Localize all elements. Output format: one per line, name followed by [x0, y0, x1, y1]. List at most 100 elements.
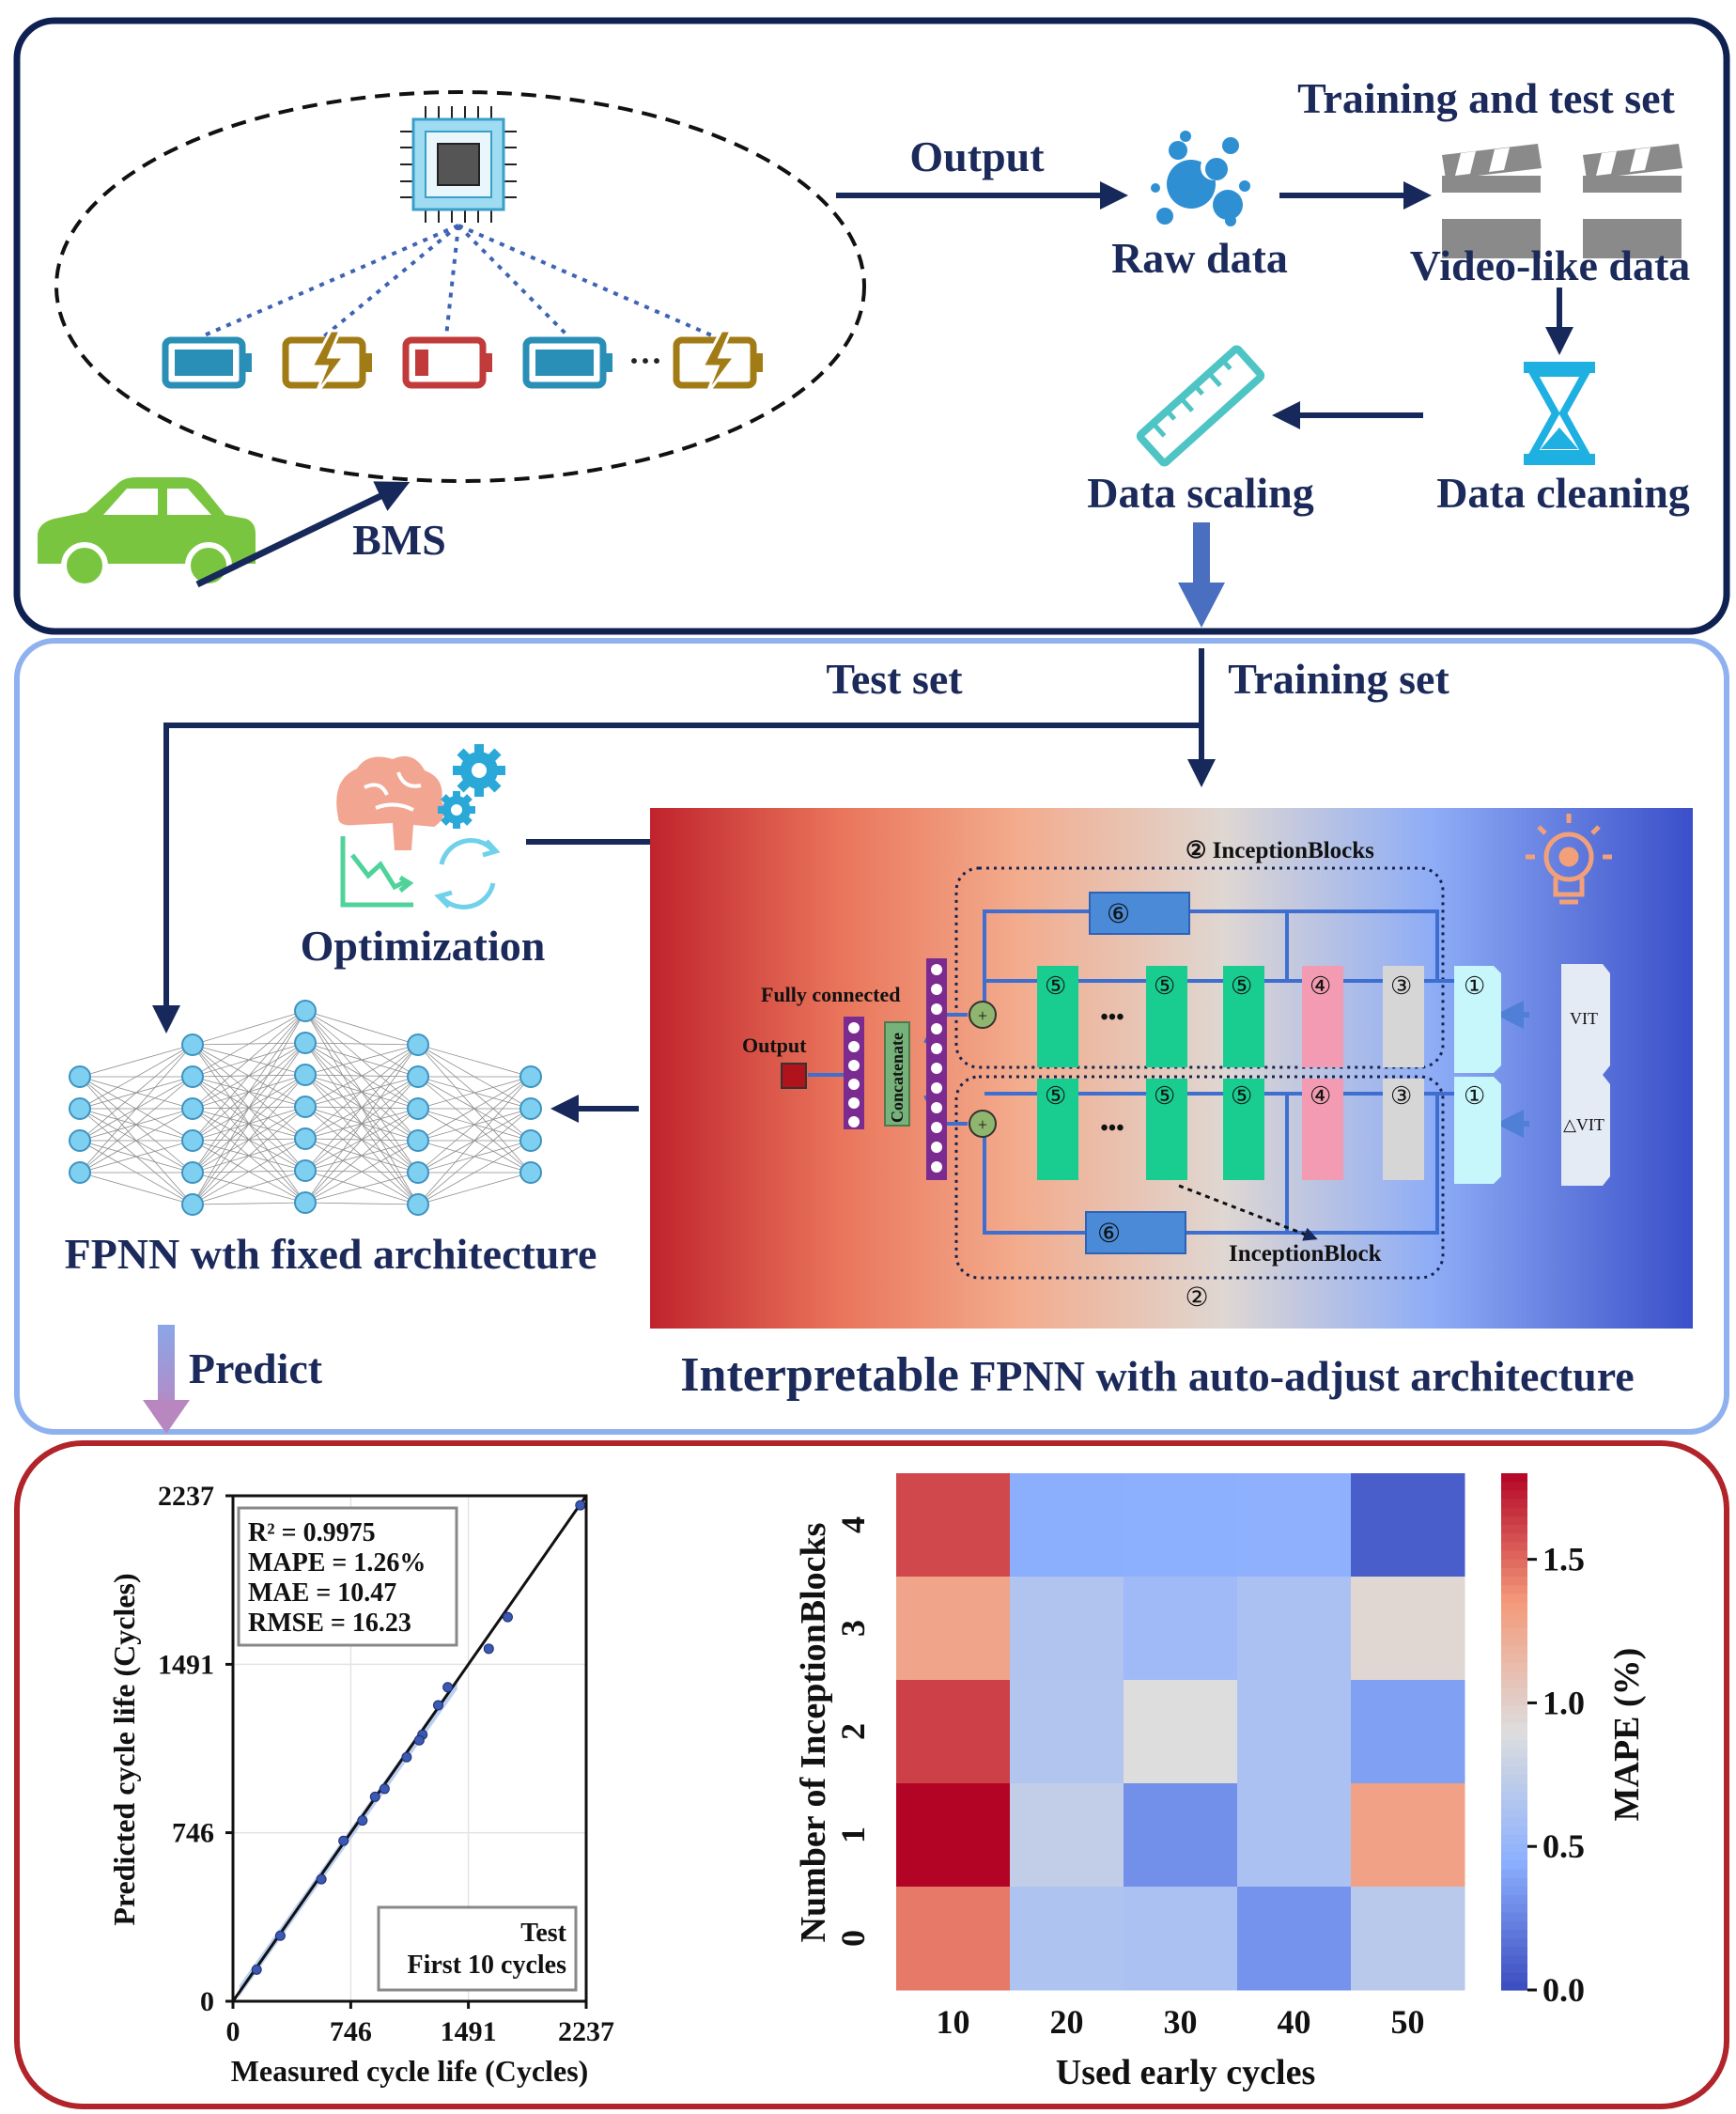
data-pipeline-panel: ··· BMS Output [13, 17, 1730, 635]
stat-mae: MAE = 10.47 [248, 1578, 396, 1608]
colorbar-segment [1501, 1525, 1527, 1534]
ruler-icon [1136, 345, 1265, 467]
inception-block-bottom-label: InceptionBlock [1229, 1241, 1382, 1267]
fpnn-node [519, 1161, 542, 1184]
colorbar-segment [1501, 1869, 1527, 1879]
add-node-label: + [978, 1115, 987, 1134]
fixed-fpnn-network [69, 1000, 542, 1216]
heatmap-cell [1124, 1783, 1238, 1888]
x-tick-label: 2237 [558, 2016, 614, 2047]
car-icon [38, 477, 256, 589]
optimization-label: Optimization [301, 922, 546, 970]
battery-low-icon [402, 336, 492, 389]
scatter-point [316, 1873, 327, 1885]
stat-rmse: RMSE = 16.23 [248, 1609, 411, 1638]
fpnn-node [181, 1161, 204, 1184]
colorbar-segment [1501, 1929, 1527, 1939]
fc-node [931, 964, 942, 975]
heatmap-x-tick: 20 [1050, 2003, 1084, 2041]
heatmap-y-tick: 3 [834, 1620, 872, 1637]
battery-full-icon [522, 336, 612, 389]
heatmap-x-tick: 50 [1391, 2003, 1425, 2041]
fpnn-node [294, 1127, 317, 1150]
colorbar-segment [1501, 1490, 1527, 1500]
colorbar-segment [1501, 1499, 1527, 1509]
colorbar-segment [1501, 1550, 1527, 1561]
heatmap-cell [896, 1783, 1011, 1888]
heatmap-x-tick: 40 [1278, 2003, 1311, 2041]
refresh-icon [434, 838, 501, 909]
colorbar-segment [1501, 1947, 1527, 1956]
interpretable-network-diagram: ② InceptionBlocks InceptionBlock ② [650, 808, 1693, 1329]
colorbar-segment [1501, 1516, 1527, 1526]
colorbar-segment [1501, 1860, 1527, 1871]
heatmap-cell [1010, 1577, 1124, 1681]
x-tick-label: 0 [226, 2016, 240, 2047]
colorbar-segment [1501, 1637, 1527, 1646]
y-tick-label: 2237 [158, 1481, 214, 1512]
predict-label: Predict [189, 1345, 323, 1392]
interpretable-title: Interpretable FPNN with auto-adjust arch… [680, 1348, 1634, 1402]
battery-ellipsis: ··· [628, 342, 662, 380]
colorbar-segment [1501, 1835, 1527, 1844]
predict-arrow [143, 1325, 190, 1434]
fpnn-fixed-label: FPNN wth fixed architecture [65, 1230, 597, 1278]
blocks-ellipsis: ••• [1100, 1116, 1124, 1141]
training-test-label: Training and test set [1297, 74, 1675, 122]
heatmap-y-tick: 2 [834, 1723, 872, 1740]
colorbar-segment [1501, 1817, 1527, 1827]
heatmap-y-tick: 4 [834, 1516, 872, 1533]
fc-node [931, 1122, 942, 1133]
fc-node [931, 1063, 942, 1074]
chart-decline-icon [340, 836, 414, 908]
fpnn-node [407, 1034, 429, 1056]
block-5-label: ⑤ [1045, 1082, 1066, 1110]
colorbar-segment [1501, 1688, 1527, 1698]
colorbar-segment [1501, 1749, 1527, 1759]
fpnn-node [294, 1096, 317, 1118]
fpnn-node [69, 1097, 91, 1120]
colorbar-segment [1501, 1912, 1527, 1922]
heatmap-cell [1010, 1680, 1124, 1784]
heatmap-cell [1237, 1577, 1352, 1681]
colorbar-segment [1501, 1877, 1527, 1888]
colorbar-segment [1501, 1955, 1527, 1966]
interpretable-title-word: Interpretable [680, 1348, 959, 1402]
heatmap-cell [896, 1680, 1011, 1784]
results-panel: 0 746 1491 2237 0 746 1491 2237 R² = 0.9975 MAP… [14, 1440, 1729, 2109]
lightbulb-icon [1526, 814, 1612, 905]
colorbar-segment [1501, 1585, 1527, 1594]
colorbar-segment [1501, 1765, 1527, 1776]
colorbar-segment [1501, 1628, 1527, 1638]
heatmap-cell [1010, 1783, 1124, 1888]
heatmap-y-tick: 1 [834, 1826, 872, 1843]
parity-plot: 0 746 1491 2237 0 746 1491 2237 R² = 0.9975 MAP… [107, 1481, 614, 2088]
legend-first-10-cycles: First 10 cycles [408, 1951, 567, 1980]
heatmap-cell [1351, 1577, 1465, 1681]
add-node-label: + [978, 1006, 987, 1025]
raw-data-label: Raw data [1111, 234, 1288, 282]
heatmap-cell [1124, 1473, 1238, 1578]
fc-node [848, 1079, 860, 1090]
heatmap-y-label: Number of InceptionBlocks [794, 1523, 833, 1943]
block-6-label: ⑥ [1107, 900, 1130, 929]
delta-vit-label: △VIT [1563, 1115, 1604, 1134]
fc-column-right [926, 958, 947, 1180]
colorbar-segment [1501, 1774, 1527, 1784]
scatter-y-label: Predicted cycle life (Cycles) [107, 1573, 141, 1925]
fpnn-node [519, 1097, 542, 1120]
fpnn-node [294, 1032, 317, 1054]
stat-mape: MAPE = 1.26% [248, 1548, 426, 1578]
fc-node [931, 1003, 942, 1015]
heatmap-cell [896, 1473, 1011, 1578]
bms-label: BMS [352, 516, 446, 564]
block-5-label: ⑤ [1154, 1082, 1175, 1110]
colorbar-segment [1501, 1654, 1527, 1664]
fpnn-node [69, 1129, 91, 1152]
interpretable-title-rest: FPNN with auto-adjust architecture [959, 1352, 1635, 1400]
clapperboard-icon [1442, 144, 1542, 258]
block-3-label: ③ [1390, 1082, 1412, 1110]
heatmap-cell [1237, 1887, 1352, 1991]
